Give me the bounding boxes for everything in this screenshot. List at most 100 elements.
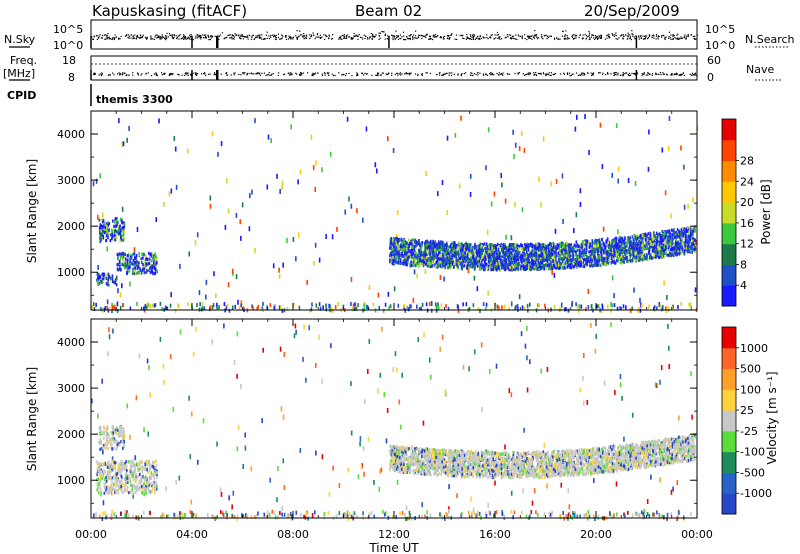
echo-point (430, 239, 432, 243)
echo-point (632, 254, 635, 258)
echo-point (122, 233, 125, 237)
echo-point (487, 251, 489, 255)
echo-point (453, 264, 455, 269)
echo-point (566, 246, 568, 250)
echo-point (486, 244, 489, 249)
echo-point (615, 254, 618, 258)
echo-point (439, 264, 442, 268)
echo-point (671, 238, 674, 243)
echo-point (140, 271, 143, 275)
echo-point (107, 221, 109, 225)
echo-point (194, 240, 197, 246)
echo-point (391, 254, 393, 258)
echo-point (600, 258, 603, 262)
echo-point (592, 247, 595, 251)
echo-point (267, 134, 270, 140)
echo-point (377, 388, 379, 394)
echo-point (498, 256, 500, 261)
echo-point (135, 256, 137, 261)
echo-point (605, 254, 608, 258)
echo-point (516, 245, 518, 249)
echo-point (631, 513, 634, 518)
cpid-row: CPID themis 3300 (7, 84, 173, 106)
echo-point (150, 259, 153, 263)
echo-point (458, 256, 461, 261)
echo-point (238, 306, 241, 311)
echo-point (437, 306, 440, 311)
echo-point (611, 275, 614, 281)
echo-point (540, 253, 543, 257)
echo-point (610, 256, 613, 260)
echo-point (496, 242, 499, 246)
echo-point (423, 260, 426, 265)
echo-point (155, 255, 157, 259)
echo-point (580, 257, 583, 261)
echo-point (684, 234, 686, 238)
echo-point (401, 372, 404, 378)
echo-point (125, 265, 127, 269)
echo-point (314, 362, 317, 368)
echo-point (596, 260, 598, 264)
echo-point (411, 238, 414, 242)
echo-point (102, 425, 105, 429)
echo-point (619, 238, 621, 242)
echo-point (447, 266, 449, 270)
echo-point (293, 333, 296, 339)
echo-point (620, 248, 623, 252)
echo-point (584, 251, 587, 255)
echo-point (692, 232, 694, 236)
echo-point (632, 239, 635, 243)
echo-point (480, 244, 483, 248)
echo-point (587, 510, 590, 515)
echo-point (153, 261, 155, 265)
echo-point (630, 250, 633, 254)
echo-point (690, 246, 692, 250)
echo-point (149, 262, 152, 267)
echo-point (246, 514, 248, 519)
echo-point (168, 191, 171, 197)
echo-point (104, 442, 107, 447)
echo-point (619, 240, 622, 244)
echo-point (627, 177, 630, 183)
echo-point (108, 327, 110, 333)
echo-point (389, 244, 392, 248)
echo-point (563, 266, 566, 270)
echo-point (650, 242, 653, 246)
echo-point (664, 232, 667, 237)
echo-point (453, 240, 455, 245)
echo-point (393, 286, 396, 292)
echo-point (280, 406, 283, 412)
echo-point (115, 430, 117, 434)
echo-point (366, 305, 369, 310)
echo-point (526, 303, 529, 308)
echo-point (543, 251, 545, 255)
echo-point (406, 251, 408, 255)
echo-point (476, 245, 479, 249)
echo-point (590, 246, 593, 251)
echo-point (418, 260, 421, 264)
echo-point (118, 252, 121, 256)
echo-point (417, 253, 419, 258)
echo-point (119, 267, 122, 271)
echo-point (115, 447, 118, 451)
echo-point (118, 260, 121, 265)
echo-point (545, 252, 548, 256)
echo-point (245, 513, 247, 518)
echo-point (488, 244, 490, 248)
echo-point (650, 232, 653, 236)
echo-point (282, 262, 284, 268)
echo-point (479, 242, 482, 246)
echo-point (590, 249, 592, 253)
echo-point (586, 399, 589, 405)
echo-point (547, 253, 550, 258)
echo-point (441, 253, 444, 257)
echo-point (401, 247, 403, 252)
echo-point (505, 253, 508, 257)
echo-point (579, 188, 582, 194)
echo-point (356, 305, 358, 310)
echo-point (456, 255, 459, 259)
echo-point (658, 249, 661, 254)
echo-point (359, 436, 362, 442)
echo-point (522, 488, 524, 494)
echo-point (504, 263, 506, 267)
